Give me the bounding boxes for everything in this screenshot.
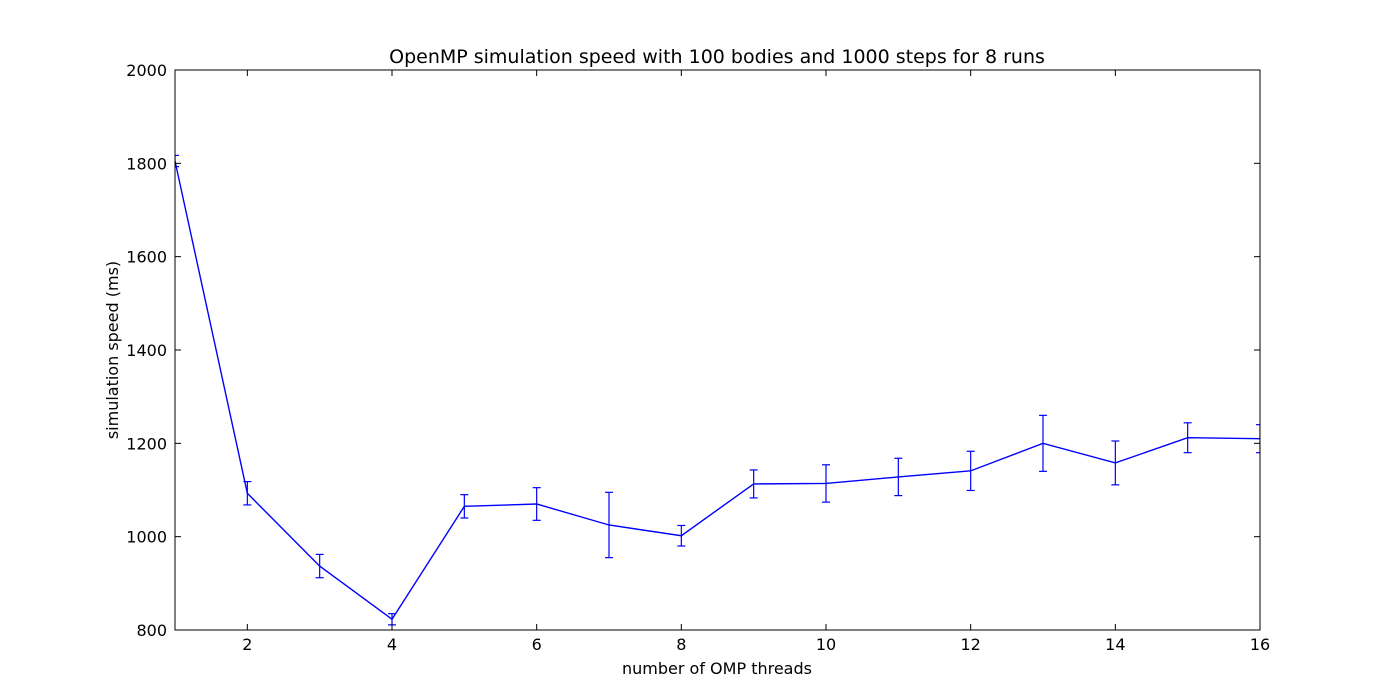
chart-title: OpenMP simulation speed with 100 bodies … bbox=[389, 46, 1045, 68]
y-tick-label: 1200 bbox=[126, 434, 167, 453]
x-tick-label: 6 bbox=[532, 635, 542, 654]
error-bar bbox=[315, 553, 324, 579]
error-bar bbox=[243, 481, 252, 506]
series-line bbox=[175, 160, 1260, 621]
error-bar bbox=[1183, 422, 1192, 454]
x-tick-label: 14 bbox=[1105, 635, 1125, 654]
x-tick-label: 10 bbox=[816, 635, 836, 654]
x-tick-label: 2 bbox=[242, 635, 252, 654]
y-tick-label: 2000 bbox=[126, 61, 167, 80]
error-bar bbox=[1039, 414, 1047, 472]
axes-frame bbox=[174, 69, 1261, 631]
x-tick-label: 8 bbox=[676, 635, 686, 654]
y-tick-label: 1800 bbox=[126, 154, 167, 173]
y-tick-label: 1600 bbox=[126, 248, 167, 267]
x-tick-label: 4 bbox=[387, 635, 397, 654]
error-bar bbox=[966, 450, 975, 492]
error-bar bbox=[822, 464, 830, 503]
x-axis-label: number of OMP threads bbox=[622, 659, 812, 678]
x-tick-label: 16 bbox=[1250, 635, 1270, 654]
y-tick-label: 1000 bbox=[126, 528, 167, 547]
y-axis-label: simulation speed (ms) bbox=[103, 261, 122, 439]
error-bar bbox=[894, 457, 903, 497]
plot-area bbox=[175, 154, 1260, 626]
y-tick-label: 1400 bbox=[126, 341, 167, 360]
error-bar bbox=[605, 491, 613, 559]
error-bar bbox=[532, 487, 541, 521]
y-tick-label: 800 bbox=[136, 621, 167, 640]
x-tick-label: 12 bbox=[960, 635, 980, 654]
error-bar bbox=[1256, 424, 1260, 454]
error-bar bbox=[749, 469, 758, 499]
error-bar bbox=[175, 154, 179, 168]
error-bar bbox=[460, 494, 469, 519]
error-bar bbox=[1111, 440, 1120, 486]
error-bar bbox=[677, 524, 686, 547]
